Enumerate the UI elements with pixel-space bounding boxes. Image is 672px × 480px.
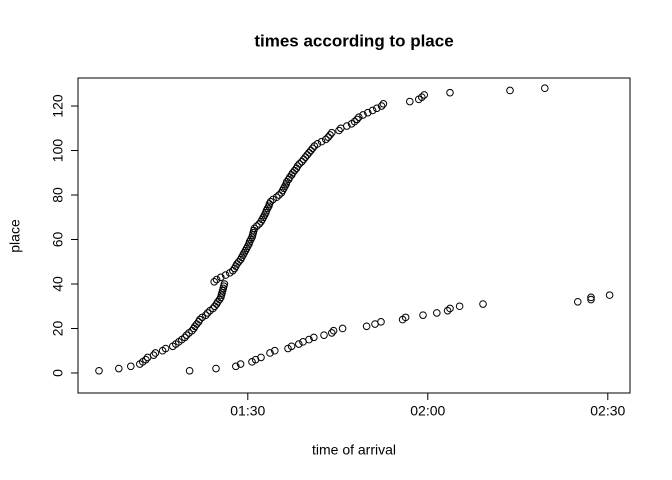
point	[335, 126, 343, 135]
point	[433, 309, 441, 317]
point	[212, 275, 221, 284]
point	[377, 318, 385, 326]
point	[232, 362, 240, 371]
y-axis-label: place	[7, 219, 23, 253]
point	[212, 364, 220, 373]
y-tick-label: 80	[50, 187, 66, 203]
point	[587, 293, 595, 302]
point	[418, 93, 426, 101]
point	[161, 344, 170, 353]
point	[295, 160, 304, 168]
point	[221, 271, 230, 279]
point	[362, 322, 371, 331]
point	[338, 324, 347, 333]
point	[329, 326, 338, 335]
point	[364, 108, 372, 117]
point	[182, 331, 191, 339]
point	[220, 280, 229, 288]
point	[310, 333, 318, 342]
y-tick-label: 60	[50, 232, 66, 248]
point	[127, 362, 135, 371]
point	[196, 315, 204, 324]
point	[443, 306, 452, 315]
point	[266, 197, 275, 206]
point	[149, 351, 158, 359]
chart-title: times according to place	[254, 31, 453, 50]
point	[343, 122, 351, 130]
point	[210, 277, 218, 286]
point	[605, 291, 614, 299]
point	[574, 297, 582, 306]
point	[295, 340, 303, 348]
point	[328, 128, 336, 137]
point	[250, 224, 259, 233]
point	[541, 84, 549, 93]
point	[353, 115, 361, 124]
point	[203, 309, 212, 317]
point	[587, 295, 595, 304]
x-tick-label: 01:30	[230, 403, 265, 419]
point	[272, 193, 281, 202]
point	[181, 333, 189, 342]
point	[217, 273, 225, 282]
point	[326, 131, 334, 139]
point	[293, 162, 302, 170]
point	[252, 222, 261, 230]
point	[479, 300, 487, 308]
point	[328, 329, 336, 337]
point	[379, 100, 388, 108]
x-axis-label: time of arrival	[312, 442, 396, 458]
point	[406, 97, 414, 106]
point	[368, 106, 377, 115]
point	[142, 355, 150, 364]
point	[115, 364, 123, 373]
x-tick-label: 02:00	[410, 403, 445, 419]
point	[419, 311, 427, 319]
point	[95, 366, 103, 375]
point	[455, 302, 464, 311]
point	[271, 346, 279, 355]
point	[446, 88, 454, 97]
point	[317, 137, 326, 146]
point	[266, 349, 274, 357]
point	[359, 111, 367, 119]
y-tick-label: 120	[50, 94, 66, 118]
y-tick-label: 0	[50, 369, 66, 377]
point	[401, 313, 410, 322]
x-tick-label: 02:30	[590, 403, 625, 419]
point	[185, 366, 194, 375]
point	[377, 102, 386, 110]
point	[320, 331, 328, 339]
point	[373, 104, 381, 113]
point	[350, 117, 359, 126]
point	[355, 113, 363, 121]
y-tick-label: 40	[50, 276, 66, 292]
point	[151, 349, 160, 357]
y-tick-label: 20	[50, 320, 66, 336]
point	[446, 304, 454, 313]
point	[305, 335, 313, 344]
point	[322, 135, 330, 144]
point	[287, 342, 296, 351]
y-tick-label: 100	[50, 139, 66, 163]
point	[257, 353, 265, 362]
point	[420, 91, 429, 99]
point	[236, 360, 245, 368]
point	[313, 140, 322, 148]
point	[506, 86, 514, 95]
point	[202, 311, 210, 319]
point	[308, 144, 317, 153]
